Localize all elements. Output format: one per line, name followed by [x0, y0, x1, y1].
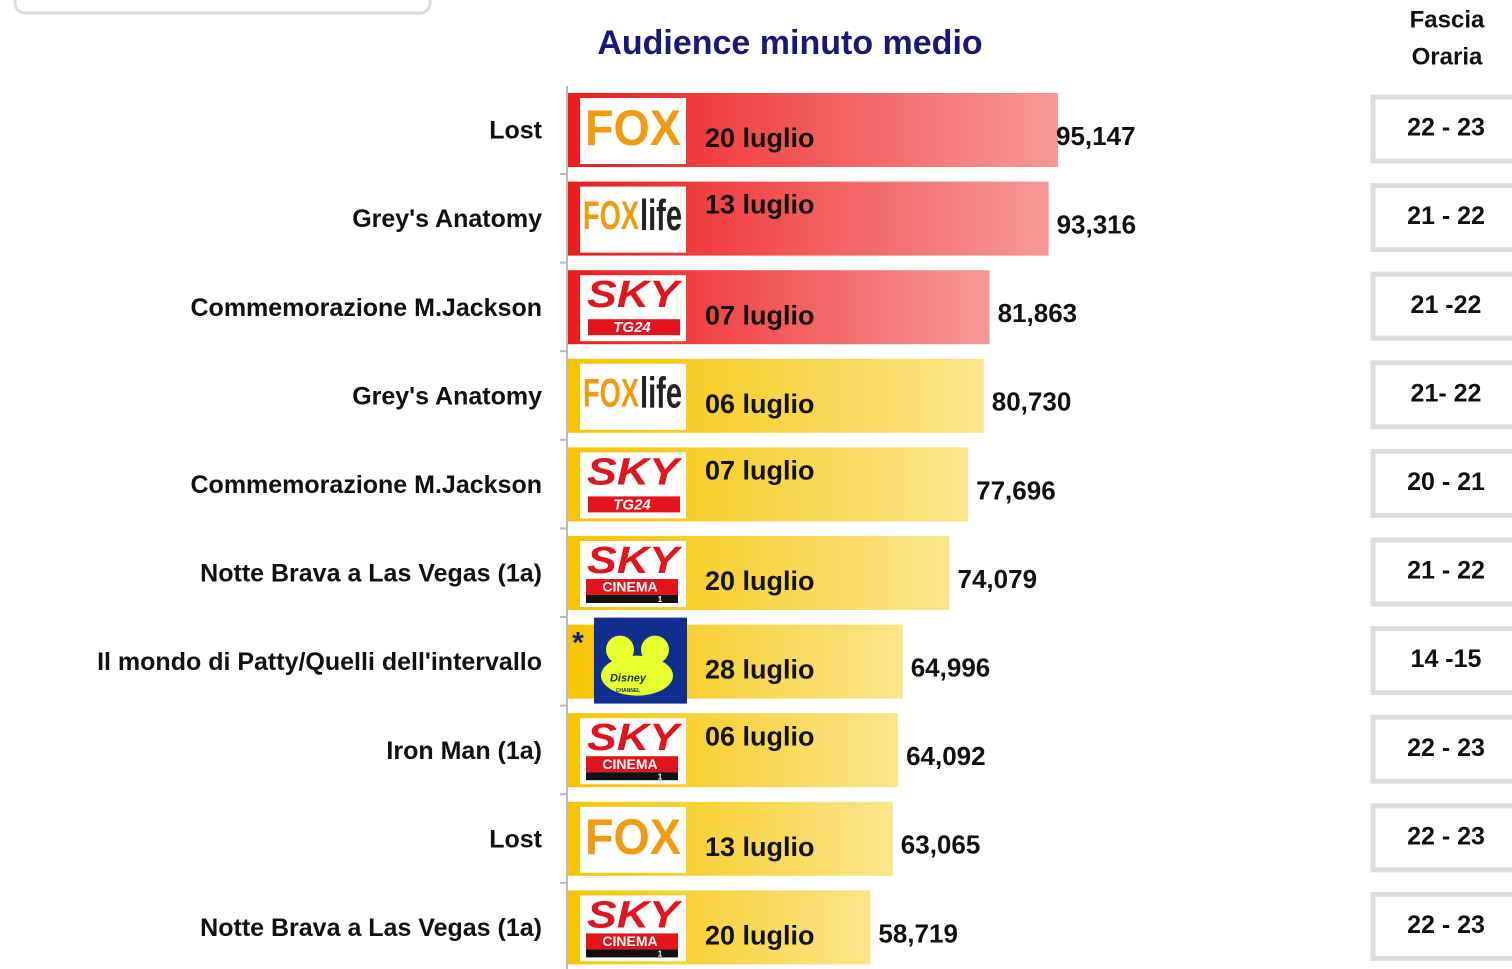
category-label: Notte Brava a Las Vegas (1a) — [200, 560, 542, 588]
logo-text: CINEMA — [602, 756, 657, 772]
logo-text: FOX — [583, 371, 639, 415]
value-label: 93,316 — [1057, 209, 1137, 239]
time-slot-box — [1370, 94, 1512, 164]
date-label: 28 luglio — [705, 655, 815, 685]
logo-band — [586, 579, 678, 595]
value-label: 81,863 — [998, 298, 1078, 328]
logo-text: FOX — [583, 194, 639, 238]
logo-text: SKY — [587, 894, 683, 936]
category-label: Grey's Anatomy — [352, 382, 542, 410]
logo-box — [580, 806, 686, 873]
category-label: Grey's Anatomy — [352, 205, 542, 233]
logo-band — [588, 319, 680, 336]
time-slot: 20 - 21 — [1407, 468, 1485, 496]
logo-head — [601, 655, 673, 696]
logo-text: FOX — [585, 100, 681, 156]
logo-text: 1 — [658, 772, 663, 781]
logo-text: CHANNEL — [616, 688, 640, 694]
panel-frame — [13, 0, 432, 15]
value-label: 63,065 — [901, 830, 981, 860]
time-slot-header: Fascia — [1410, 6, 1485, 33]
time-slot-box — [1370, 537, 1512, 607]
logo-band — [586, 772, 678, 781]
value-label: 95,147 — [1056, 121, 1136, 151]
category-label: Commemorazione M.Jackson — [191, 471, 543, 499]
note: * — [572, 627, 584, 660]
logo-band — [586, 933, 678, 950]
date-label: 13 luglio — [705, 190, 815, 220]
time-slot: 21 - 22 — [1407, 557, 1485, 585]
value-label: 58,719 — [878, 918, 958, 948]
time-slot: 22 - 23 — [1407, 822, 1485, 850]
time-slot: 21- 22 — [1411, 379, 1482, 407]
logo-band — [586, 949, 678, 958]
date-label: 20 luglio — [705, 566, 815, 596]
category-label: Lost — [489, 825, 542, 853]
date-label: 06 luglio — [705, 389, 815, 419]
time-slot-box — [1370, 183, 1512, 253]
logo-box — [580, 363, 686, 430]
value-label: 77,696 — [976, 475, 1056, 505]
logo-text: SKY — [587, 451, 683, 493]
chart-title: Audience minuto medio — [597, 24, 982, 62]
value-label: 74,079 — [958, 564, 1038, 594]
time-slot: 21 - 22 — [1407, 202, 1485, 230]
date-label: 06 luglio — [705, 721, 815, 751]
category-label: Il mondo di Patty/Quelli dell'intervallo — [97, 648, 542, 676]
time-slot: 22 - 23 — [1407, 114, 1485, 142]
logo-text: FOX — [585, 809, 681, 865]
logo-text: 1 — [658, 595, 663, 604]
logo-text: SKY — [587, 540, 683, 582]
category-label: Commemorazione M.Jackson — [191, 294, 543, 322]
logo-text: SKY — [587, 717, 683, 759]
logo-box — [580, 98, 686, 164]
date-label: 07 luglio — [705, 300, 815, 330]
logo-text: SKY — [587, 274, 683, 316]
logo-text: TG24 — [613, 496, 651, 513]
time-slot-box — [1370, 803, 1512, 873]
logo-text: 1 — [658, 950, 663, 959]
time-slot-header: Oraria — [1412, 43, 1483, 70]
time-slot-box — [1370, 448, 1512, 518]
logo-text: CINEMA — [602, 933, 657, 949]
time-slot: 21 -22 — [1411, 291, 1482, 319]
value-label: 64,092 — [906, 741, 986, 771]
time-slot-box — [1370, 626, 1512, 696]
logo-band — [588, 496, 680, 513]
time-slot-box — [1370, 360, 1512, 430]
logo-text: CINEMA — [602, 579, 657, 595]
logo-band — [586, 756, 678, 773]
category-label: Notte Brava a Las Vegas (1a) — [200, 914, 542, 942]
value-label: 64,996 — [911, 652, 991, 682]
logo-band — [586, 595, 678, 603]
time-slot-box — [1370, 891, 1512, 961]
date-label: 20 luglio — [705, 123, 815, 153]
logo-text: TG24 — [613, 319, 651, 336]
time-slot-box — [1370, 271, 1512, 341]
time-slot: 14 -15 — [1411, 645, 1482, 673]
time-slot: 22 - 23 — [1407, 911, 1485, 939]
value-label: 80,730 — [992, 387, 1072, 417]
category-label: Iron Man (1a) — [386, 737, 542, 765]
logo-text: life — [640, 191, 682, 240]
category-label: Lost — [489, 117, 542, 145]
logo-text: Disney — [610, 673, 647, 685]
date-label: 20 luglio — [705, 921, 815, 951]
logo-box — [580, 186, 686, 253]
time-slot: 22 - 23 — [1407, 734, 1485, 762]
logo-text: life — [640, 368, 682, 417]
date-label: 13 luglio — [705, 832, 815, 862]
date-label: 07 luglio — [705, 456, 815, 486]
time-slot-box — [1370, 714, 1512, 784]
